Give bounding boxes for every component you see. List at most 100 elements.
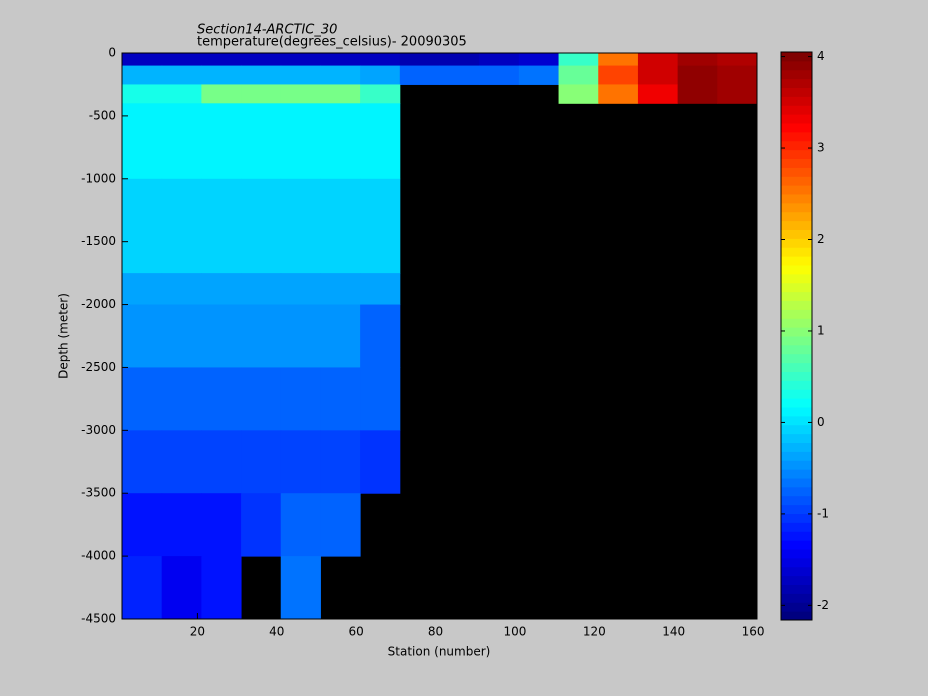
cell <box>280 304 321 368</box>
x-tick-label: 140 <box>662 625 685 639</box>
cell <box>399 53 440 67</box>
x-tick-label: 80 <box>428 625 443 639</box>
colorbar-step <box>781 469 812 479</box>
cell <box>161 556 202 620</box>
cell <box>201 65 242 85</box>
colorbar-step <box>781 371 812 381</box>
colorbar-step <box>781 131 812 142</box>
cell <box>518 53 560 67</box>
cell <box>161 53 202 67</box>
cell <box>122 65 163 85</box>
colorbar-step <box>781 60 812 71</box>
colorbar-step <box>781 247 812 257</box>
colorbar-step <box>781 96 812 106</box>
cell <box>201 273 242 306</box>
cell <box>320 84 361 104</box>
cell <box>558 65 599 85</box>
cell <box>360 273 401 306</box>
cell <box>479 53 520 67</box>
cell <box>241 65 282 85</box>
colorbar-step <box>781 398 812 408</box>
cell <box>241 367 282 431</box>
x-tick-label: 40 <box>269 625 284 639</box>
cell <box>320 493 361 557</box>
cell <box>161 178 202 274</box>
x-tick-label: 60 <box>349 625 364 639</box>
y-tick-label: -500 <box>89 108 116 122</box>
cell <box>161 430 202 494</box>
y-tick-label: -3000 <box>81 423 116 437</box>
colorbar-step <box>781 478 812 488</box>
colorbar-step <box>781 265 812 275</box>
colorbar-tick-label: 3 <box>817 141 825 155</box>
colorbar-step <box>781 149 812 159</box>
colorbar-tick-label: 0 <box>817 415 825 429</box>
y-tick-label: -4500 <box>81 612 116 626</box>
colorbar-step <box>781 167 812 177</box>
y-tick-label: 0 <box>108 46 116 60</box>
cell <box>637 65 679 85</box>
colorbar-step <box>781 229 812 239</box>
cell <box>320 53 361 67</box>
y-tick-label: -2000 <box>81 297 116 311</box>
colorbar-step <box>781 256 812 266</box>
cell <box>122 273 163 306</box>
colorbar-tick-label: 4 <box>817 49 825 63</box>
colorbar-tick-label: -2 <box>817 598 829 612</box>
colorbar-step <box>781 504 812 514</box>
colorbar-step <box>781 593 812 603</box>
colorbar-step <box>781 105 812 115</box>
cell <box>201 493 242 557</box>
colorbar-step <box>781 389 812 399</box>
colorbar-step <box>781 309 812 319</box>
colorbar-step <box>781 611 812 621</box>
colorbar-step <box>781 380 812 390</box>
x-tick-label: 100 <box>503 625 526 639</box>
colorbar-step <box>781 540 812 550</box>
cell <box>280 178 321 274</box>
cell <box>241 53 282 67</box>
colorbar-step <box>781 557 812 568</box>
colorbar-step <box>781 78 812 88</box>
colorbar-step <box>781 202 812 213</box>
colorbar-step <box>781 194 812 204</box>
colorbar-step <box>781 407 812 417</box>
cell <box>161 84 202 104</box>
colorbar-step <box>781 362 812 372</box>
cell <box>717 65 758 85</box>
cell <box>201 178 242 274</box>
colorbar-step <box>781 158 812 168</box>
cell <box>598 84 639 104</box>
colorbar-step <box>781 522 812 532</box>
x-tick-label: 160 <box>742 625 765 639</box>
colorbar-step <box>781 549 812 559</box>
cell <box>122 556 163 620</box>
cell <box>201 430 242 494</box>
cell <box>201 367 242 431</box>
cell <box>241 493 282 557</box>
colorbar-step <box>781 336 812 346</box>
cell <box>360 178 401 274</box>
colorbar-step <box>781 185 812 195</box>
colorbar: -2 -1 0 1 2 3 4 <box>780 49 829 621</box>
x-tick-label: 120 <box>583 625 606 639</box>
cell <box>598 65 639 85</box>
cell <box>122 178 163 274</box>
colorbar-step <box>781 415 812 426</box>
colorbar-step <box>781 140 812 151</box>
colorbar-tick-label: 1 <box>817 323 825 337</box>
x-tick-label: 20 <box>190 625 205 639</box>
plot-frame <box>121 52 758 620</box>
cell <box>241 84 282 104</box>
x-axis-label: Station (number) <box>388 645 491 659</box>
cell <box>320 65 361 85</box>
colorbar-tick-label: -1 <box>817 506 829 520</box>
colorbar-step <box>781 123 812 133</box>
cell <box>637 53 679 67</box>
colorbar-step <box>781 602 812 612</box>
colorbar-step <box>781 566 812 577</box>
colorbar-step <box>781 318 812 328</box>
cell <box>280 84 321 104</box>
cell <box>479 65 520 85</box>
cell <box>241 304 282 368</box>
